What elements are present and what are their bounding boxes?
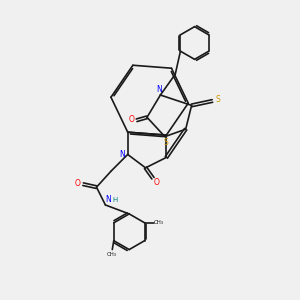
- Text: O: O: [74, 179, 80, 188]
- Text: N: N: [105, 195, 111, 204]
- Text: N: N: [119, 150, 125, 159]
- Text: O: O: [129, 115, 134, 124]
- Text: S: S: [216, 95, 221, 104]
- Text: S: S: [164, 138, 169, 147]
- Text: CH₃: CH₃: [154, 220, 164, 225]
- Text: CH₃: CH₃: [106, 252, 116, 257]
- Text: N: N: [156, 85, 162, 94]
- Text: O: O: [154, 178, 160, 187]
- Text: H: H: [112, 196, 118, 202]
